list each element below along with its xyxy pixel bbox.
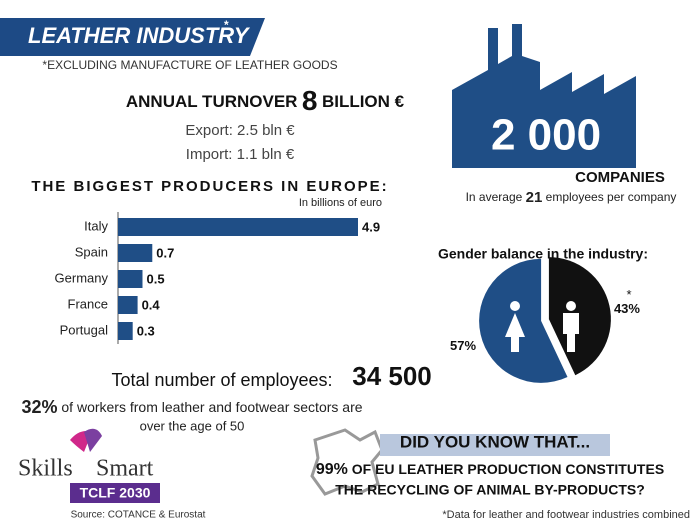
bar: [118, 296, 138, 314]
logo-badge: [70, 483, 160, 503]
category-label: Portugal: [60, 322, 109, 337]
turnover-value: 8: [302, 85, 318, 116]
logo-badge-text: TCLF 2030: [80, 485, 151, 501]
export: Export: 2.5 bln €: [185, 122, 295, 139]
category-label: Spain: [75, 244, 108, 259]
import: Import: 1.1 bln €: [186, 146, 295, 163]
slice-annotation: *: [626, 287, 631, 302]
companies-count: 2 000: [491, 111, 601, 160]
dyk-line-2: THE RECYCLING OF ANIMAL BY-PRODUCTS?: [335, 482, 645, 498]
age-text-1: of workers from leather and footwear sec…: [61, 399, 362, 415]
logo-word-2: Smart: [96, 456, 154, 482]
companies-average: In average 21 employees per company: [466, 189, 677, 206]
slice-label: 43%: [614, 301, 640, 316]
value-label: 0.5: [146, 271, 164, 286]
bar: [118, 218, 358, 236]
source: Source: COTANCE & Eurostat: [71, 510, 206, 521]
bar: [118, 270, 143, 288]
category-label: Italy: [84, 218, 108, 233]
dyk-title: DID YOU KNOW THAT...: [400, 432, 590, 451]
value-label: 4.9: [362, 219, 380, 234]
logo-mark: [84, 428, 102, 452]
title-banner: [0, 18, 265, 56]
dyk-share: 99%: [316, 461, 348, 478]
turnover-label: ANNUAL TURNOVER: [126, 92, 298, 111]
age-share: 32%: [21, 397, 57, 417]
turnover-unit: BILLION €: [322, 92, 405, 111]
dyk-banner: [380, 434, 610, 456]
pie-slice: [548, 257, 611, 376]
age-line-2: over the age of 50: [140, 418, 245, 433]
pie-chart: 57% 43%*: [450, 257, 640, 383]
dyk-line-1: 99% OF EU LEATHER PRODUCTION CONSTITUTES: [316, 461, 664, 479]
bar-chart: Italy 4.9 Spain 0.7 Germany 0.5 France 0.4 Portu…: [55, 218, 380, 340]
leather-icon: [310, 428, 384, 496]
category-label: France: [68, 296, 108, 311]
title: LEATHER INDUSTRY: [28, 23, 251, 48]
bar-subtitle: In billions of euro: [299, 197, 382, 209]
slice-label: 57%: [450, 338, 476, 353]
average-suffix: employees per company: [546, 190, 677, 204]
value-label: 0.7: [156, 245, 174, 260]
turnover: ANNUAL TURNOVER 8 BILLION €: [126, 85, 405, 116]
employees-label: Total number of employees:: [111, 370, 332, 390]
companies-label: COMPANIES: [575, 169, 665, 186]
age-line-1: 32% of workers from leather and footwear…: [21, 397, 362, 417]
factory-icon: [452, 24, 636, 168]
category-label: Germany: [55, 270, 109, 285]
gender-icons: [505, 301, 579, 352]
employees-value: 34 500: [352, 361, 432, 391]
average-prefix: In average: [466, 190, 523, 204]
title-mark: *: [224, 18, 229, 32]
bar: [118, 322, 133, 340]
pie-title: Gender balance in the industry:: [438, 246, 648, 262]
bar: [118, 244, 153, 262]
note: *EXCLUDING MANUFACTURE OF LEATHER GOODS: [42, 58, 337, 72]
value-label: 0.3: [137, 323, 155, 338]
logo-word-1: Skills: [18, 456, 73, 482]
value-label: 0.4: [142, 297, 161, 312]
bar-title: THE BIGGEST PRODUCERS IN EUROPE:: [31, 178, 388, 195]
footnote: *Data for leather and footwear industrie…: [442, 509, 690, 521]
pie-slice: [479, 258, 568, 383]
average-value: 21: [526, 189, 543, 206]
dyk-text-1: OF EU LEATHER PRODUCTION CONSTITUTES: [352, 461, 664, 477]
